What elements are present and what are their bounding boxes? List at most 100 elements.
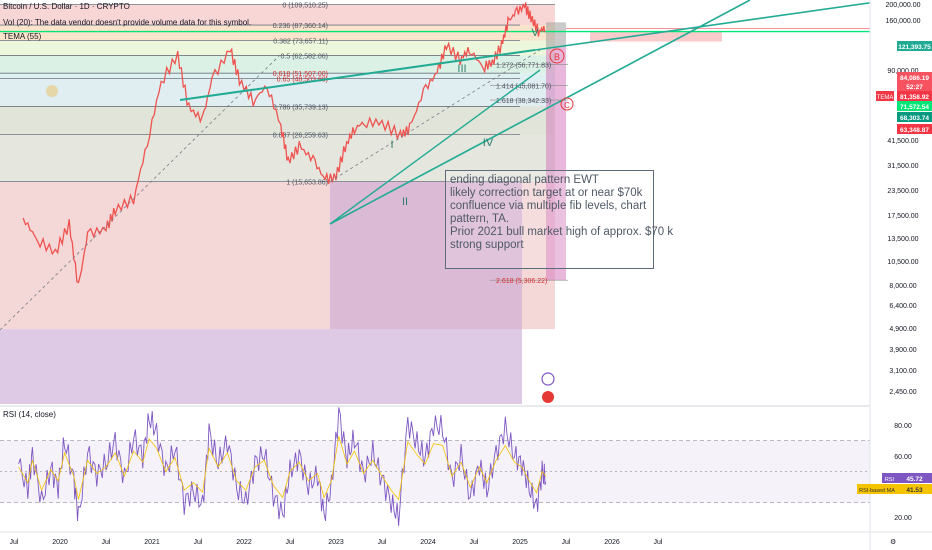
note-line: ending diagonal pattern EWT (450, 174, 599, 186)
price-marker-label: 68,303.74 (900, 115, 929, 122)
fib-zone (0, 40, 555, 56)
fib-zone (0, 55, 555, 74)
fib-zone (0, 4, 555, 26)
rsi-marker (897, 484, 932, 494)
fib-zone (0, 106, 555, 135)
fib-zone (0, 25, 555, 41)
price-series (22, 2, 546, 284)
volume-note: Vol (20): The data vendor doesn't provid… (3, 18, 252, 27)
rsi-title[interactable]: RSI (14, close) (3, 410, 56, 419)
fib-ext-label: 1.272 (56,771.83) (496, 62, 551, 69)
stop-zone (590, 31, 722, 42)
wave-label: III (457, 63, 466, 75)
x-tick: Jul (654, 539, 663, 546)
price-marker (897, 41, 932, 51)
rsi-ma-line (18, 436, 547, 501)
rsi-y-tick: 20.00 (894, 515, 912, 522)
price-marker-label: 81,358.92 (900, 94, 929, 101)
diagonal-line (329, 69, 541, 225)
fib-label: 0.786 (35,739.13) (273, 104, 328, 111)
marker-tag (876, 91, 894, 101)
rsi-y-tick: 80.00 (894, 423, 912, 430)
fib-label: 0.887 (26,259.63) (273, 133, 328, 140)
x-tick: 2022 (236, 539, 252, 546)
price-marker (897, 72, 932, 82)
fib-label: 0.236 (87,360.14) (273, 23, 328, 30)
rsi-y-tick: 60.00 (894, 454, 912, 461)
fib-zone (0, 78, 555, 107)
y-tick: 10,500.00 (887, 259, 918, 266)
y-tick: 200,000.00 (885, 2, 920, 9)
fib-label: 0.65 (48,503.60) (277, 77, 328, 84)
fib-ext-label: 2.618 (5,306.22) (496, 278, 547, 285)
rsi-marker-label: 41.53 (906, 487, 923, 494)
price-marker (897, 91, 932, 101)
fib-extension-zone (546, 22, 566, 48)
rsi-marker-tag-label: RSI (885, 477, 895, 483)
price-marker (897, 124, 932, 134)
y-tick: 3,100.00 (889, 368, 916, 375)
lower-trendline (329, 0, 751, 225)
symbol-title[interactable]: Bitcoin / U.S. Dollar · 1D · CRYPTO (3, 2, 130, 11)
wave-label: B (554, 52, 560, 62)
y-tick: 31,500.00 (887, 163, 918, 170)
note-line: pattern, TA. (450, 213, 510, 225)
x-tick: 2023 (328, 539, 344, 546)
fib-ext-label: 1.618 (38,342.33) (496, 98, 551, 105)
fib-zone (330, 181, 522, 404)
rsi-marker (897, 473, 932, 483)
upper-trendline (179, 49, 536, 101)
y-tick: 4,900.00 (889, 326, 916, 333)
wave-label: C (564, 101, 570, 110)
x-tick: Jul (194, 539, 203, 546)
wave-c-circle (560, 97, 574, 111)
x-tick: Jul (562, 539, 571, 546)
x-tick: 2021 (144, 539, 160, 546)
flash-icon (541, 372, 555, 386)
y-tick: 3,900.00 (889, 347, 916, 354)
note-line: strong support (450, 239, 524, 251)
x-tick: 2026 (604, 539, 620, 546)
price-marker-label: 71,572.54 (900, 104, 929, 111)
analysis-note[interactable]: ending diagonal pattern EWT likely corre… (445, 170, 673, 269)
price-marker (897, 81, 932, 91)
y-tick: 6,400.00 (889, 303, 916, 310)
price-marker-label: 84,086.19 (900, 75, 929, 82)
note-line: likely correction target at or near $70k (450, 187, 643, 199)
tema-indicator-label[interactable]: TEMA (55) (3, 32, 42, 41)
x-tick: 2025 (512, 539, 528, 546)
y-tick: 13,500.00 (887, 236, 918, 243)
x-tick: Jul (286, 539, 295, 546)
y-tick: 2,450.00 (889, 389, 916, 396)
y-tick: 8,000.00 (889, 283, 916, 290)
y-tick: 41,500.00 (887, 138, 918, 145)
dashed-trendline (329, 49, 541, 182)
price-marker (897, 101, 932, 111)
x-tick: 2024 (420, 539, 436, 546)
rsi-marker-tag-label: RSI-based MA (859, 488, 895, 494)
flag-icon (542, 391, 554, 403)
marker-tag-label: TEMA (877, 95, 894, 101)
wave-label: V (531, 27, 539, 39)
fib-label: 0.618 (51,507.00) (273, 71, 328, 78)
x-tick: Jul (10, 539, 19, 546)
marker-icon (46, 85, 58, 97)
rsi-marker-tag (882, 473, 897, 483)
fib-zone (0, 73, 555, 79)
fib-label: 0 (109,510.25) (282, 2, 328, 9)
note-line: confluence via multiple fib levels, char… (450, 200, 647, 212)
wave-label: IV (483, 137, 494, 149)
fib-zone (0, 134, 555, 182)
fib-zone (0, 329, 330, 404)
rsi-marker-tag (857, 484, 897, 494)
fib-ext-label: 1.414 (45,081.70) (496, 83, 551, 90)
y-tick: 17,500.00 (887, 213, 918, 220)
rsi-marker-label: 45.72 (906, 476, 923, 483)
fib-label: 0.5 (62,582.06) (281, 53, 328, 60)
x-tick: Jul (102, 539, 111, 546)
price-marker-label: 52:27 (906, 84, 923, 91)
y-tick: 23,500.00 (887, 188, 918, 195)
price-marker (897, 112, 932, 122)
price-marker-label: 63,348.87 (900, 127, 929, 134)
